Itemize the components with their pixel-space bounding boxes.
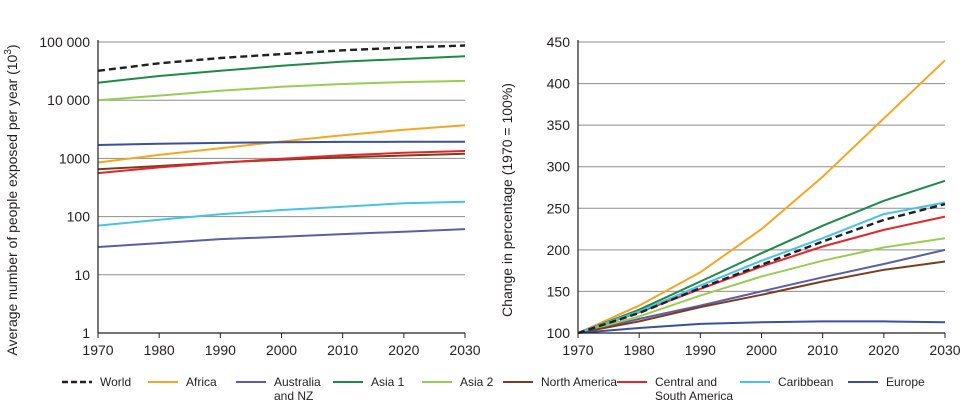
left-y-tick-label: 1 <box>82 325 90 341</box>
left-x-tick-label: 2000 <box>266 342 297 358</box>
legend-item-europe: Europe <box>848 375 925 389</box>
right-chart: 100 150 200 250 300 350 400 450 1970 1980 1990 200… <box>499 34 961 358</box>
right-y-tick-label: 350 <box>547 117 571 133</box>
left-axes <box>97 40 466 338</box>
legend-item-caribbean: Caribbean <box>740 375 833 389</box>
left-x-tick-label: 1970 <box>82 342 113 358</box>
right-x-tick-label: 1980 <box>624 342 655 358</box>
right-x-tick-label: 2030 <box>929 342 960 358</box>
left-x-tick-label: 1980 <box>144 342 175 358</box>
left-y-tick-label: 100 <box>67 209 91 225</box>
legend-item-world: World <box>62 375 131 389</box>
legend-label: Australia <box>274 375 321 389</box>
left-series-asia-2 <box>97 79 466 102</box>
left-chart: 1 10 100 1000 10 000 100 000 1970 1980 1990 2000… <box>3 34 481 358</box>
left-y-axis-title-main: Average number of people exposed per yea… <box>4 54 20 355</box>
legend-item-asia-1: Asia 1 <box>333 375 405 389</box>
left-series-lines <box>97 44 466 248</box>
left-y-axis-title: Average number of people exposed per yea… <box>3 44 20 355</box>
left-series-world <box>97 44 466 72</box>
right-x-tick-label: 1990 <box>685 342 716 358</box>
legend-label: North America <box>541 375 617 389</box>
right-x-tick-labels: 1970 1980 1990 2000 2010 2020 2030 <box>562 342 960 358</box>
legend-label: Asia 1 <box>371 375 405 389</box>
left-series-asia-1 <box>97 55 466 84</box>
right-y-tick-label: 100 <box>547 325 571 341</box>
legend-label: Asia 2 <box>460 375 494 389</box>
left-y-tick-label: 10 <box>74 267 90 283</box>
right-y-tick-label: 150 <box>547 283 571 299</box>
right-series-caribbean <box>577 201 946 334</box>
left-series-australia-and-nz <box>97 228 466 248</box>
legend-item-asia-2: Asia 2 <box>422 375 494 389</box>
left-x-tick-label: 2030 <box>449 342 480 358</box>
legend-label: Europe <box>886 375 925 389</box>
left-series-caribbean <box>97 200 466 227</box>
right-y-axis-title: Change in percentage (1970 = 100%) <box>499 83 515 317</box>
left-x-tick-label: 2020 <box>388 342 419 358</box>
right-x-tick-label: 2010 <box>807 342 838 358</box>
left-y-tick-labels: 1 10 100 1000 10 000 100 000 <box>39 34 90 341</box>
legend-label: South America <box>655 389 733 403</box>
right-axes <box>577 40 946 338</box>
left-y-tick-label: 100 000 <box>39 34 90 50</box>
left-y-axis-title-end: ) <box>4 44 20 49</box>
left-y-axis-title-sup: 3 <box>3 49 14 55</box>
legend-label: Caribbean <box>778 375 833 389</box>
right-x-tick-label: 2020 <box>868 342 899 358</box>
right-series-australia-and-nz <box>577 248 946 334</box>
legend-label: and NZ <box>274 389 313 403</box>
left-x-tick-label: 2010 <box>327 342 358 358</box>
right-series-north-america <box>577 260 946 334</box>
right-x-tick-label: 2000 <box>746 342 777 358</box>
right-y-tick-labels: 100 150 200 250 300 350 400 450 <box>547 34 571 341</box>
right-series-asia-2 <box>577 237 946 334</box>
left-series-europe <box>97 140 465 146</box>
legend-item-africa: Africa <box>148 375 217 389</box>
left-series-central-and-south-america <box>97 150 466 175</box>
left-y-tick-label: 1000 <box>59 150 90 166</box>
right-y-tick-label: 200 <box>547 242 571 258</box>
legend-item-north-america: North America <box>503 375 617 389</box>
legend-label: Central and <box>655 375 717 389</box>
left-x-tick-label: 1990 <box>205 342 236 358</box>
right-series-africa <box>577 59 946 334</box>
left-y-tick-label: 10 000 <box>47 92 90 108</box>
right-y-tick-label: 400 <box>547 76 571 92</box>
left-x-tick-labels: 1970 1980 1990 2000 2010 2020 2030 <box>82 342 480 358</box>
right-y-tick-label: 300 <box>547 159 571 175</box>
right-y-tick-label: 250 <box>547 200 571 216</box>
legend-label: World <box>100 375 131 389</box>
right-x-tick-label: 1970 <box>562 342 593 358</box>
right-series-lines <box>577 59 946 335</box>
right-series-asia-1 <box>577 179 946 334</box>
right-y-tick-label: 450 <box>547 34 571 50</box>
right-series-europe <box>577 320 946 334</box>
legend-label: Africa <box>186 375 217 389</box>
